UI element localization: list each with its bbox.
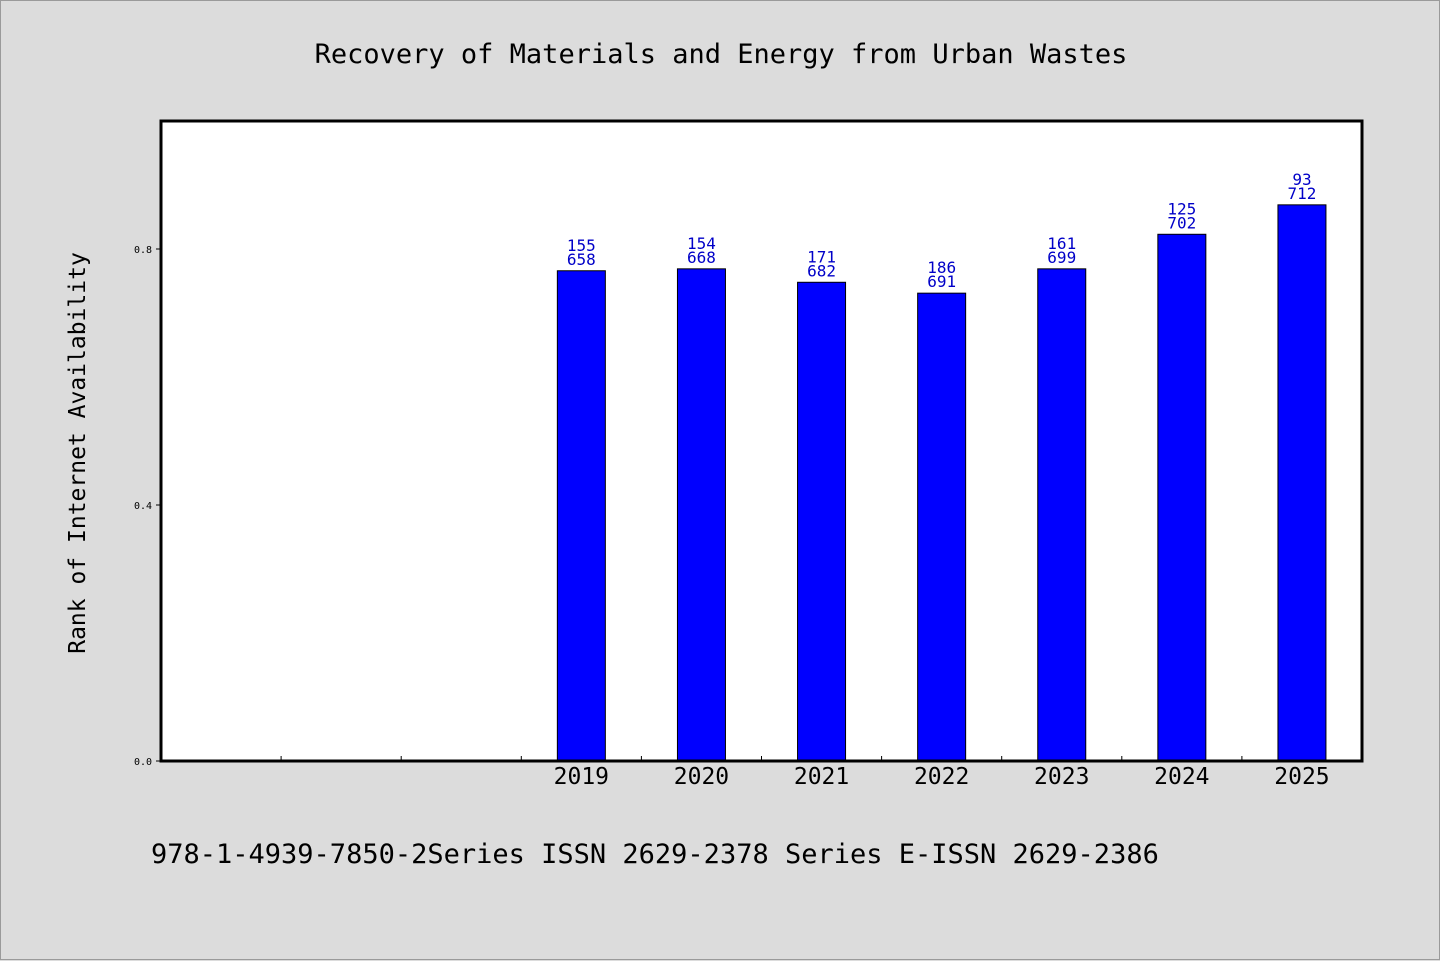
data-label-top: 186 [927, 258, 956, 277]
bar-2021 [797, 281, 847, 762]
y-tick-label: 0.0 [134, 757, 152, 768]
x-tick-label: 2023 [1034, 764, 1089, 790]
footer-text: 978-1-4939-7850-2Series ISSN 2629-2378 S… [151, 839, 1159, 870]
data-label-bottom: 699 [1047, 248, 1076, 267]
data-label-bottom: 712 [1287, 184, 1316, 203]
x-tick-label: 2022 [914, 764, 969, 790]
y-tick-label: 0.4 [134, 501, 152, 512]
data-label-top: 125 [1167, 199, 1196, 218]
data-label-top: 161 [1047, 234, 1076, 253]
bar-2024 [1157, 233, 1207, 762]
y-tick-label: 0.8 [134, 245, 152, 256]
chart-title: Recovery of Materials and Energy from Ur… [315, 39, 1128, 70]
bar-2022 [917, 292, 967, 762]
x-tick-label: 2025 [1274, 764, 1329, 790]
plot-border [159, 119, 1364, 763]
bar-2023 [1037, 268, 1087, 762]
data-label-bottom: 668 [687, 248, 716, 267]
data-label-top: 171 [807, 247, 836, 266]
x-tick-label: 2024 [1154, 764, 1209, 790]
data-label-top: 93 [1292, 170, 1311, 189]
ticks-layer: 0.0 0.4 0.8 2019 2020 2021 2022 2023 2024 2025 [134, 245, 1330, 790]
data-label-bottom: 658 [567, 250, 596, 269]
data-label-bottom: 702 [1167, 213, 1196, 232]
data-label-bottom: 682 [807, 261, 836, 280]
data-label-top: 155 [567, 236, 596, 255]
y-axis-label: Rank of Internet Availability [65, 252, 91, 654]
data-label-bottom: 691 [927, 272, 956, 291]
bar-2025 [1277, 204, 1327, 762]
data-label-top: 154 [687, 234, 716, 253]
bar-2019 [556, 270, 606, 762]
x-tick-label: 2019 [554, 764, 609, 790]
bar-2020 [676, 268, 726, 762]
x-tick-label: 2021 [794, 764, 849, 790]
x-tick-label: 2020 [674, 764, 729, 790]
